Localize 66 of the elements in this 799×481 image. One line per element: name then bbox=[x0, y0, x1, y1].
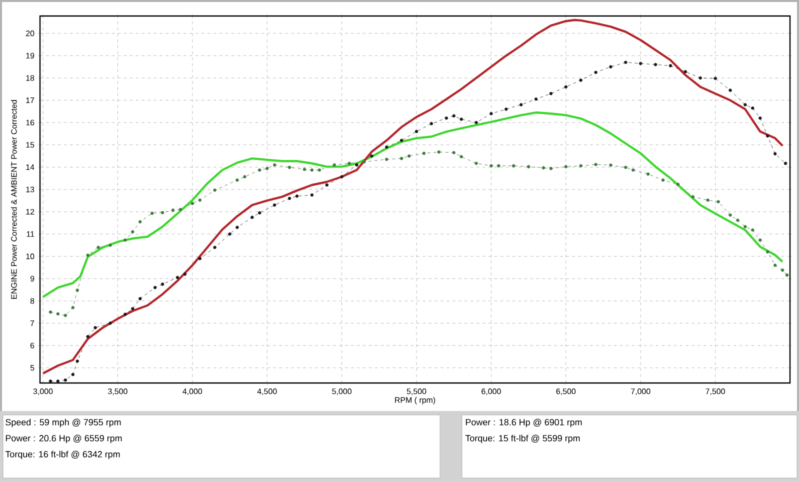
point bbox=[534, 98, 538, 101]
point bbox=[76, 359, 80, 363]
point bbox=[325, 183, 329, 187]
point bbox=[751, 106, 754, 110]
text: Power : 20.6 Hp @ 6559 rpm bbox=[6, 434, 122, 444]
point bbox=[355, 163, 358, 167]
text: Torque: 15 ft-lbf @ 5599 rpm bbox=[465, 434, 580, 444]
text: Speed : 59 mph @ 7955 rpm bbox=[6, 418, 121, 428]
point bbox=[519, 103, 523, 106]
point bbox=[258, 211, 262, 215]
line-series bbox=[42, 111, 784, 298]
point bbox=[48, 380, 52, 383]
point bbox=[56, 380, 60, 383]
point bbox=[86, 334, 90, 338]
point bbox=[549, 92, 553, 96]
text: Power : 18.6 Hp @ 6901 rpm bbox=[466, 418, 582, 428]
point bbox=[130, 307, 134, 310]
point bbox=[766, 134, 770, 138]
point bbox=[638, 62, 642, 66]
point bbox=[183, 272, 187, 276]
point bbox=[310, 193, 314, 197]
point bbox=[138, 297, 142, 300]
point bbox=[758, 116, 762, 120]
point bbox=[64, 378, 68, 382]
point bbox=[698, 76, 702, 80]
point bbox=[728, 88, 732, 92]
point bbox=[744, 103, 747, 106]
point bbox=[71, 372, 75, 376]
point bbox=[474, 120, 478, 124]
point bbox=[624, 60, 628, 64]
point bbox=[668, 64, 672, 68]
point bbox=[370, 154, 374, 158]
point bbox=[288, 196, 292, 200]
point bbox=[504, 108, 508, 111]
point bbox=[609, 65, 612, 68]
point bbox=[94, 326, 97, 330]
point bbox=[594, 70, 598, 74]
point bbox=[460, 118, 463, 121]
point bbox=[384, 145, 388, 149]
point bbox=[490, 112, 493, 116]
point bbox=[340, 175, 344, 178]
point bbox=[654, 62, 658, 66]
point bbox=[108, 322, 112, 325]
point bbox=[236, 226, 239, 230]
point bbox=[295, 194, 299, 198]
point bbox=[176, 276, 180, 280]
point bbox=[444, 116, 448, 120]
point bbox=[714, 76, 717, 80]
point bbox=[784, 162, 788, 166]
point bbox=[430, 122, 434, 126]
point bbox=[160, 282, 164, 286]
text: Torque: 16 ft-lbf @ 6342 rpm bbox=[5, 450, 120, 460]
point bbox=[684, 70, 688, 74]
point bbox=[198, 256, 202, 260]
point bbox=[452, 114, 456, 118]
point bbox=[414, 130, 418, 134]
point bbox=[250, 216, 254, 219]
point bbox=[272, 203, 276, 207]
point bbox=[213, 246, 216, 250]
point bbox=[124, 312, 127, 316]
point bbox=[400, 138, 404, 142]
point bbox=[153, 286, 157, 290]
point bbox=[579, 78, 582, 82]
point bbox=[564, 85, 568, 89]
point bbox=[228, 232, 232, 236]
point bbox=[773, 152, 777, 156]
